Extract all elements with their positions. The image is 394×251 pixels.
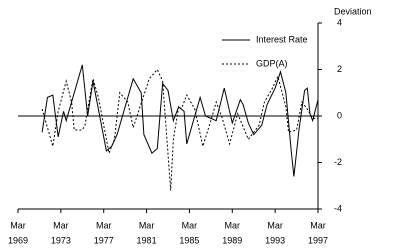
y-tick-label: 4 (337, 17, 342, 27)
x-tick-label: Mar (96, 220, 112, 230)
x-tick-label: Mar (53, 220, 69, 230)
x-tick-label: 1981 (137, 235, 157, 245)
x-tick-label: 1985 (179, 235, 199, 245)
x-tick-label: Mar (225, 220, 241, 230)
x-tick-label: Mar (10, 220, 26, 230)
y-tick-label: -2 (334, 157, 342, 167)
series-line (41, 64, 319, 177)
x-tick-label: Mar (267, 220, 283, 230)
y-tick-label: -4 (334, 203, 342, 213)
legend-label: Interest Rate (256, 34, 308, 44)
y-tick-label: 2 (337, 64, 342, 74)
y-tick-label: 0 (337, 110, 342, 120)
x-tick-label: 1989 (222, 235, 242, 245)
x-tick-label: Mar (182, 220, 198, 230)
x-tick-label: Mar (310, 220, 326, 230)
series-line (41, 68, 318, 191)
legend-label: GDP(A) (256, 58, 288, 68)
x-tick-label: 1977 (94, 235, 114, 245)
x-tick-label: 1993 (265, 235, 285, 245)
x-tick-label: 1969 (8, 235, 28, 245)
x-tick-label: Mar (139, 220, 155, 230)
y-axis-label: Deviation (334, 6, 372, 16)
x-tick-label: 1997 (308, 235, 328, 245)
x-tick-label: 1973 (51, 235, 71, 245)
